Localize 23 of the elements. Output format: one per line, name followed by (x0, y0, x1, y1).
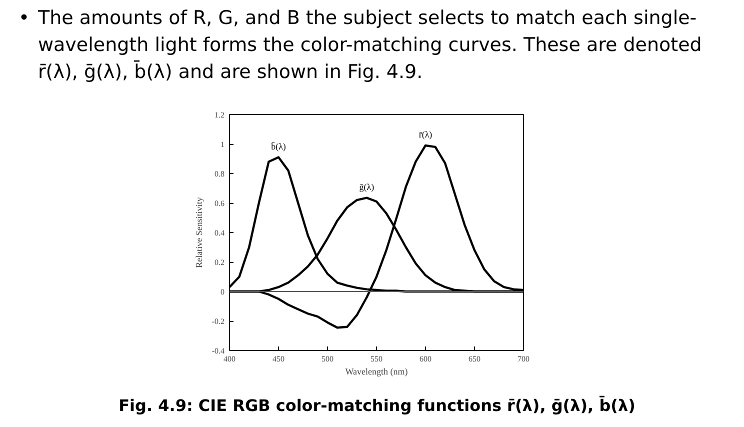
x-tick-label: 650 (468, 354, 480, 364)
y-tick-label: 0 (220, 288, 224, 296)
series-label: ḡ(λ) (359, 182, 374, 192)
x-axis-title: Wavelength (nm) (345, 366, 408, 376)
text: • The amounts of R, G, and B the subject selects to match each single-wavelength light forms the color-matching curves. These are denoted r̄(λ), ḡ(λ), b̄(λ) and are shown in Fig. 4.9. (17, 6, 703, 85)
series-label: b̄(λ) (271, 141, 286, 152)
y-tick-label: 1 (220, 140, 224, 149)
y-tick-label: -0.2 (212, 317, 225, 326)
series-label: r̄(λ) (418, 130, 432, 140)
y-tick-label: 0.4 (214, 228, 224, 238)
y-axis-title: Relative Sensitivity (194, 196, 204, 268)
y-tick-label: 1.2 (214, 110, 224, 120)
x-tick-label: 600 (420, 354, 432, 364)
x-tick-label: 700 (518, 354, 530, 364)
y-tick-label: -0.4 (212, 346, 225, 356)
y-tick-label: 0.8 (214, 170, 224, 178)
caption: Fig. 4.9: CIE RGB color-matching functions r̄(λ), ḡ(λ), b̄(λ) (118, 395, 636, 417)
y-tick-label: 0.6 (214, 199, 224, 208)
x-tick-label: 550 (370, 354, 382, 364)
x-tick-label: 450 (272, 354, 284, 364)
y-tick-label: 0.2 (214, 258, 224, 267)
x-tick-label: 400 (224, 354, 236, 364)
x-tick-label: 500 (322, 354, 334, 364)
